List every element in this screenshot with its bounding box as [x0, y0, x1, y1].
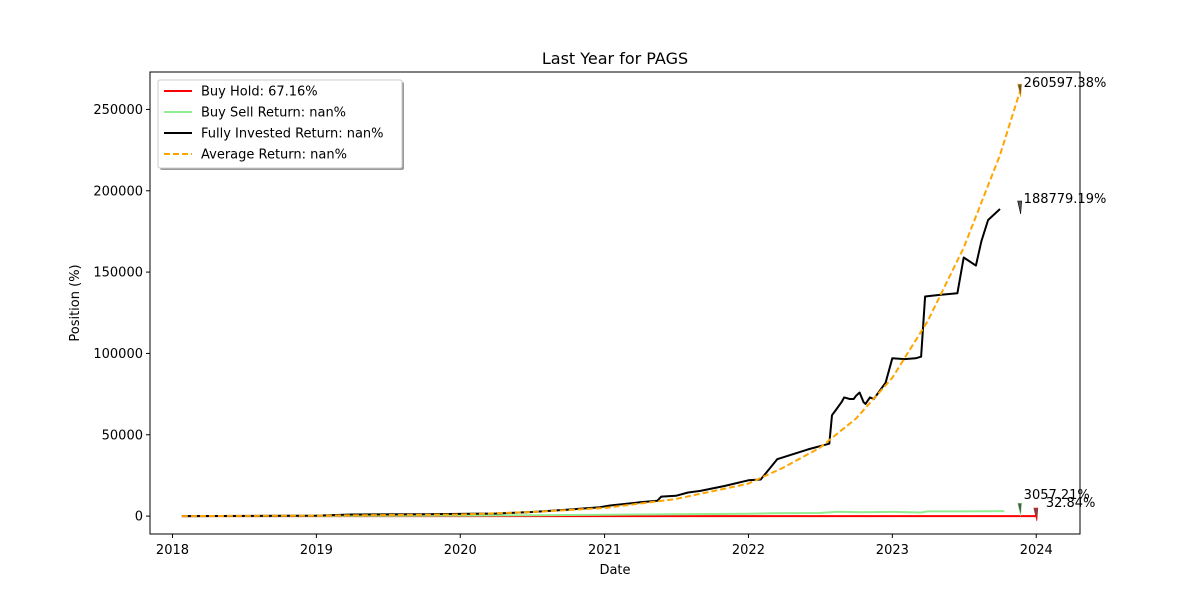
x-axis-label: Date [599, 563, 630, 578]
annotation-arrow [1017, 83, 1023, 98]
series-line-2 [181, 510, 1005, 518]
legend: Buy Hold: 67.16% Buy Sell Return: nan% Ful… [157, 79, 404, 170]
x-tick-label: 2021 [588, 543, 621, 558]
annotation-label: 260597.38% [1024, 76, 1107, 91]
annotation-label: 188779.19% [1024, 192, 1107, 207]
series-line-3 [181, 208, 1001, 518]
annotation-label: 3057.21% [1024, 488, 1090, 503]
x-tick-label: 2020 [444, 543, 477, 558]
annotations: 260597.38% 188779.19% 3057.21%32.84% [1017, 76, 1107, 522]
y-tick-label: 150000 [93, 266, 143, 281]
y-tick-label: 50000 [102, 428, 143, 443]
y-tick-label: 100000 [93, 347, 143, 362]
legend-label: Buy Sell Return: nan% [201, 106, 346, 121]
y-axis: 0 50000 100000 150000 200000 250000 [93, 103, 150, 525]
legend-box [157, 79, 403, 169]
x-tick-label: 2023 [876, 543, 909, 558]
chart-title: Last Year for PAGS [542, 49, 688, 68]
x-tick-label: 2022 [732, 543, 765, 558]
legend-label: Fully Invested Return: nan% [201, 127, 384, 142]
y-axis-label: Position (%) [68, 264, 83, 341]
x-tick-label: 2024 [1020, 543, 1053, 558]
y-tick-label: 250000 [93, 103, 143, 118]
y-tick-label: 200000 [93, 184, 143, 199]
plot-frame [149, 71, 1081, 535]
legend-label: Buy Hold: 67.16% [201, 85, 318, 100]
annotation-arrow [1017, 200, 1023, 215]
x-tick-label: 2019 [300, 543, 333, 558]
plot-layer [181, 91, 1036, 518]
series-line-4 [181, 91, 1021, 518]
x-tick-label: 2018 [156, 543, 189, 558]
y-tick-label: 0 [135, 510, 143, 525]
x-axis: 2018 2019 2020 2021 2022 2023 2024 [156, 534, 1053, 558]
annotation-arrow [1033, 507, 1039, 522]
annotation-arrow [1017, 502, 1023, 517]
annotation-label: 32.84% [1046, 496, 1096, 511]
legend-label: Average Return: nan% [201, 148, 347, 163]
